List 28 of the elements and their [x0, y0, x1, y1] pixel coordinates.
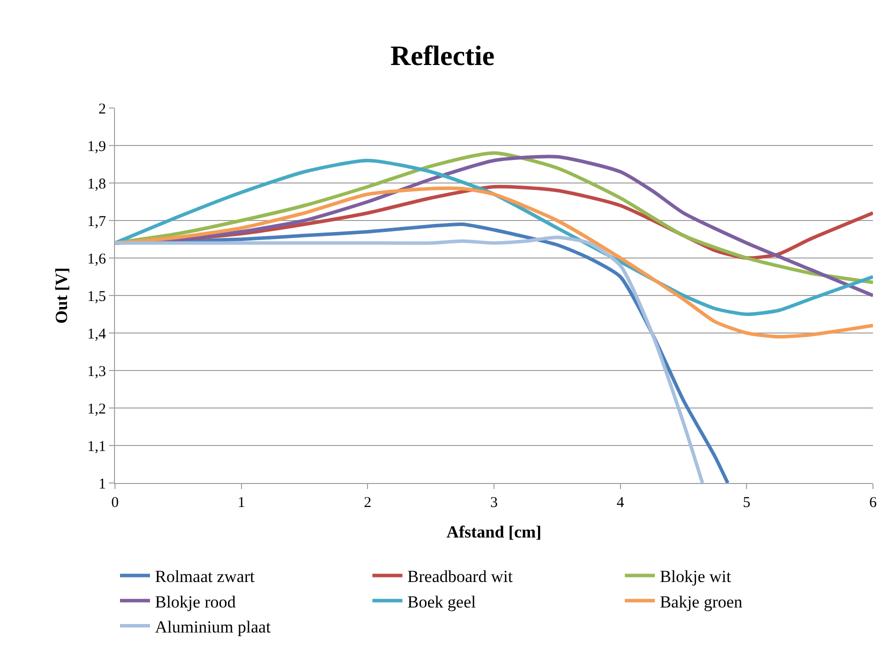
legend-label: Blokje rood — [155, 592, 236, 612]
y-tick-label: 1,5 — [87, 288, 106, 305]
x-tick-label: 4 — [616, 495, 625, 511]
legend-label: Bakje groen — [660, 592, 743, 612]
y-tick-label: 1,6 — [87, 251, 106, 268]
legend-label: Breadboard wit — [407, 567, 513, 586]
y-tick-label: 1,9 — [87, 138, 106, 155]
x-axis-title: Afstand [cm] — [446, 522, 542, 542]
y-tick-label: 1,8 — [87, 176, 106, 192]
x-tick-label: 6 — [869, 495, 878, 511]
y-tick-label: 1,4 — [87, 326, 106, 342]
y-tick-label: 1,3 — [87, 364, 106, 380]
x-tick-label: 3 — [490, 495, 498, 511]
x-tick-label: 2 — [364, 495, 372, 511]
x-tick-label: 1 — [238, 495, 246, 511]
y-tick-label: 1,7 — [87, 214, 106, 230]
y-axis-title: Out [V] — [52, 267, 71, 324]
y-tick-label: 1,2 — [87, 401, 106, 418]
y-tick-label: 2 — [98, 101, 106, 118]
x-tick-label: 0 — [111, 495, 119, 511]
y-tick-label: 1 — [98, 476, 106, 492]
chart-title: Reflectie — [390, 41, 495, 72]
legend-label: Aluminium plaat — [155, 617, 271, 636]
legend-label: Rolmaat zwart — [155, 567, 255, 586]
y-tick-label: 1,1 — [87, 438, 106, 455]
legend-label: Boek geel — [407, 592, 476, 612]
legend-label: Blokje wit — [660, 567, 732, 586]
x-tick-label: 5 — [742, 495, 750, 511]
